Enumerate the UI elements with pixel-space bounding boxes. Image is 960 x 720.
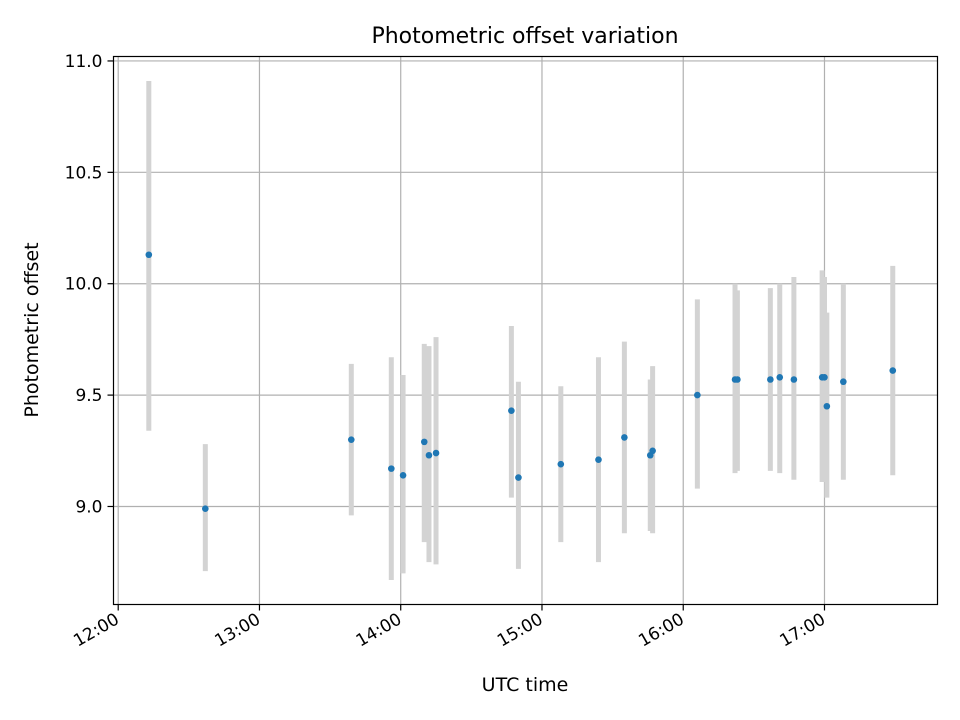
y-tick-label: 9.5 xyxy=(75,386,102,406)
data-point xyxy=(790,376,798,383)
chart-title: Photometric offset variation xyxy=(371,24,678,49)
data-point xyxy=(889,367,897,374)
x-axis-label: UTC time xyxy=(482,674,569,696)
y-tick-label: 11.0 xyxy=(65,52,103,72)
data-point xyxy=(202,505,209,513)
y-tick-label: 10.0 xyxy=(65,275,103,295)
grid xyxy=(113,56,938,605)
y-axis: 9.0 9.5 10.0 10.5 11.0 xyxy=(65,52,114,517)
data-point xyxy=(432,449,440,457)
y-axis-label: Photometric offset xyxy=(21,242,43,417)
data-point xyxy=(776,373,784,381)
data-point xyxy=(399,471,407,479)
data-point xyxy=(694,391,701,399)
plot-frame xyxy=(112,55,939,606)
data-point xyxy=(425,451,433,459)
data-point xyxy=(649,447,656,455)
y-tick-label: 9.0 xyxy=(75,497,102,517)
data-point xyxy=(767,376,774,383)
data-point xyxy=(821,373,828,381)
data-points xyxy=(145,251,897,513)
data-point xyxy=(557,460,565,468)
data-point xyxy=(388,465,395,472)
data-point xyxy=(621,434,628,441)
data-point xyxy=(515,474,522,481)
data-point xyxy=(508,407,515,414)
data-point xyxy=(840,378,847,386)
y-tick-label: 10.5 xyxy=(65,163,103,183)
data-point xyxy=(734,376,741,383)
data-point xyxy=(420,438,428,446)
data-point xyxy=(347,436,355,443)
data-point xyxy=(145,251,153,259)
data-point xyxy=(823,402,831,410)
data-point xyxy=(595,456,602,464)
